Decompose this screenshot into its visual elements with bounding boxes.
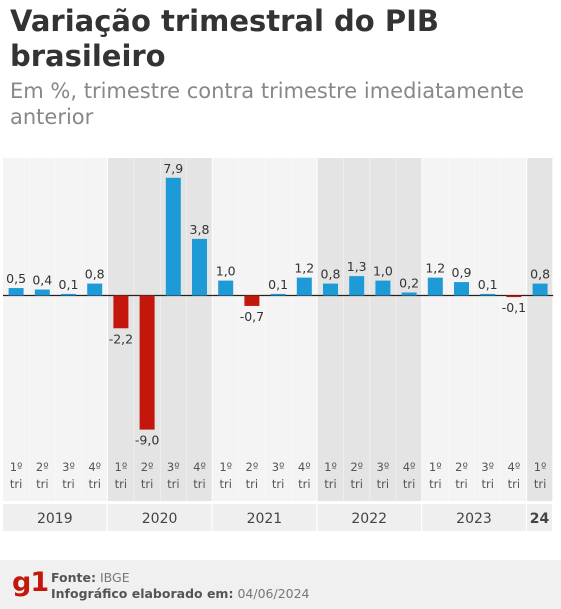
quarter-label: 2º tri: [36, 460, 49, 491]
bar: [401, 292, 417, 296]
quarter-label: 1º tri: [324, 460, 337, 491]
year-cell-2022: [317, 504, 421, 531]
year-label: 2023: [456, 511, 492, 527]
value-label: 0,2: [399, 276, 419, 291]
bar: [139, 295, 155, 430]
source-label: Fonte:: [51, 570, 96, 585]
year-label: 2021: [247, 511, 283, 527]
year-band-2019: [3, 158, 107, 501]
bar: [61, 293, 76, 296]
year-band-2021: [212, 158, 317, 501]
value-label: 1,3: [347, 259, 367, 274]
year-cell-2021: [212, 504, 317, 531]
bar: [113, 295, 129, 329]
value-label: 0,4: [32, 273, 52, 288]
bar: [375, 280, 391, 296]
quarter-label: 4º tri: [403, 460, 416, 491]
quarter-label: 4º tri: [298, 460, 311, 491]
bar: [270, 293, 286, 296]
bar: [427, 277, 443, 296]
bar: [454, 282, 469, 296]
quarter-label: 2º tri: [350, 460, 363, 491]
quarter-label: 1º tri: [534, 460, 547, 491]
value-label: 1,2: [425, 261, 445, 276]
year-cell-2020: [107, 504, 212, 531]
year-label: 2019: [37, 511, 73, 527]
value-label: 0,8: [530, 267, 550, 282]
value-label: 1,0: [373, 264, 393, 279]
quarter-label: 2º tri: [455, 460, 468, 491]
year-cell-2019: [3, 504, 107, 531]
bar: [165, 177, 181, 296]
value-label: 0,1: [59, 277, 79, 292]
value-label: 1,0: [216, 264, 236, 279]
year-label: 24: [530, 511, 550, 527]
made-line: Infográfico elaborado em: 04/06/2024: [51, 586, 310, 602]
quarter-label: 3º tri: [167, 460, 180, 491]
year-label: 2022: [351, 511, 387, 527]
bar: [244, 295, 260, 306]
quarter-label: 4º tri: [508, 460, 521, 491]
quarter-label: 2º tri: [141, 460, 154, 491]
value-label: 3,8: [190, 222, 210, 237]
quarter-label: 1º tri: [429, 460, 442, 491]
bar: [506, 295, 522, 298]
chart-subtitle: Em %, trimestre contra trimestre imediat…: [10, 79, 525, 129]
source-value: IBGE: [99, 570, 130, 585]
bar: [218, 280, 234, 296]
quarter-label: 3º tri: [62, 460, 75, 491]
bar: [532, 283, 548, 296]
year-band-2022: [317, 158, 422, 501]
value-label: -9,0: [135, 433, 159, 448]
year-cell-2023: [422, 504, 526, 531]
value-label: 0,1: [268, 277, 288, 292]
value-label: 1,2: [294, 261, 314, 276]
value-label: 7,9: [163, 161, 183, 176]
quarter-label: 4º tri: [193, 460, 206, 491]
quarter-label: 1º tri: [10, 460, 23, 491]
bar: [480, 293, 496, 296]
value-label: 0,5: [6, 271, 26, 286]
bar: [323, 283, 338, 296]
quarter-label: 2º tri: [246, 460, 259, 491]
value-label: -0,7: [240, 309, 264, 324]
quarter-label: 3º tri: [377, 460, 390, 491]
quarter-label: 1º tri: [219, 460, 232, 491]
bar: [87, 283, 103, 296]
bar: [8, 288, 24, 296]
made-value: 04/06/2024: [237, 586, 310, 601]
year-cell-24: [527, 504, 552, 531]
gdp-bar-chart: 0,5 0,4 0,1 0,8 -2,2 -9,0 7,9 3,8 1,0 -0,7 0,1 1,2 0…: [3, 158, 554, 531]
year-label: 2020: [142, 511, 178, 527]
quarter-label: 4º tri: [88, 460, 101, 491]
bar: [296, 277, 312, 296]
made-label: Infográfico elaborado em:: [51, 586, 234, 601]
quarter-label: 1º tri: [115, 460, 128, 491]
year-band-2023: [422, 158, 527, 501]
year-band-2020: [107, 158, 212, 501]
quarter-label: 3º tri: [481, 460, 494, 491]
g1-logo: g1: [12, 567, 49, 598]
value-label: 0,9: [452, 265, 472, 280]
chart-title: Variação trimestral do PIB brasileiro: [10, 4, 439, 73]
source-line: Fonte: IBGE: [51, 570, 130, 586]
quarter-label: 3º tri: [272, 460, 285, 491]
bar: [192, 238, 207, 296]
bar: [34, 289, 50, 296]
value-label: 0,1: [478, 277, 498, 292]
value-label: 0,8: [321, 267, 341, 282]
bar: [349, 276, 365, 296]
year-band-24: [527, 158, 553, 501]
value-label: -2,2: [109, 331, 133, 346]
value-label: -0,1: [502, 300, 526, 315]
value-label: 0,8: [85, 267, 105, 282]
footer: g1 Fonte: IBGE Infográfico elaborado em:…: [0, 560, 561, 609]
